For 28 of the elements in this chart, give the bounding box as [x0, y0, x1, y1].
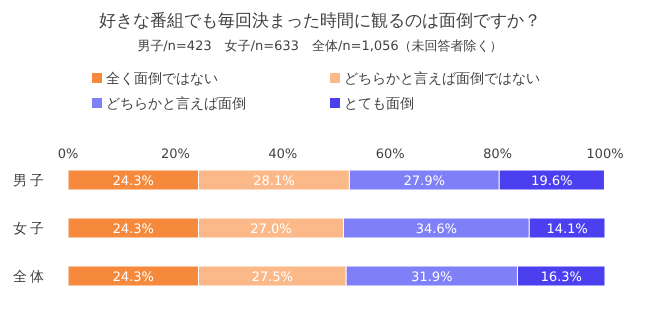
x-tick-label: 100% [586, 147, 624, 162]
data-label: 28.1% [253, 174, 295, 189]
legend-label: とても面倒 [344, 96, 414, 112]
data-label: 34.6% [416, 222, 458, 237]
data-label: 14.1% [546, 222, 588, 237]
data-label: 27.5% [252, 270, 293, 285]
data-label: 27.0% [250, 222, 292, 237]
data-label: 31.9% [411, 270, 452, 285]
x-tick-label: 20% [160, 147, 190, 162]
data-label: 24.3% [112, 222, 154, 237]
data-label: 19.6% [531, 174, 572, 189]
data-label: 16.3% [540, 270, 582, 285]
subtitle: 男子/n=423 女子/n=633 全体/n=1,056（未回答者除く） [137, 39, 503, 54]
data-label: 27.9% [404, 174, 445, 189]
legend-item: どちらかと言えば面倒ではない [330, 71, 540, 87]
data-label: 24.3% [112, 270, 154, 285]
y-tick-label: 女子 [13, 221, 47, 237]
title: 好きな番組でも毎回決まった時間に観るのは面倒ですか？ [99, 11, 541, 31]
legend-item: 全く面倒ではない [92, 71, 218, 87]
legend-item: とても面倒 [330, 96, 414, 112]
x-tick-label: 40% [268, 147, 298, 162]
y-tick-label: 全体 [13, 269, 47, 285]
x-tick-label: 60% [376, 147, 405, 162]
legend-item: どちらかと言えば面倒 [92, 96, 246, 112]
x-tick-label: 0% [58, 147, 78, 162]
y-tick-label: 男子 [13, 173, 47, 189]
data-label: 24.3% [112, 174, 154, 189]
x-tick-label: 80% [483, 147, 512, 162]
